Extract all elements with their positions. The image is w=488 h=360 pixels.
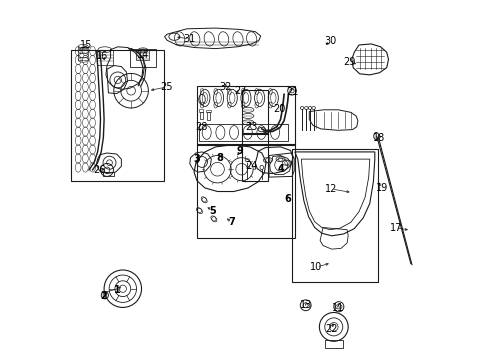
Bar: [241, 90, 267, 134]
Bar: [97, 50, 113, 65]
Bar: [103, 172, 114, 176]
Bar: [78, 47, 88, 60]
Text: 3: 3: [193, 154, 200, 164]
Text: 25: 25: [160, 82, 172, 92]
Text: 2: 2: [100, 291, 106, 301]
Text: 8: 8: [216, 153, 223, 163]
Text: 22: 22: [325, 324, 337, 334]
Text: 14: 14: [137, 50, 149, 60]
Text: 9: 9: [236, 146, 243, 156]
Text: 13: 13: [300, 300, 312, 310]
Bar: [241, 133, 267, 181]
Text: 15: 15: [80, 40, 92, 50]
Text: 11: 11: [331, 303, 344, 313]
Text: 10: 10: [310, 262, 322, 272]
Text: 28: 28: [195, 122, 207, 132]
Bar: [71, 50, 163, 181]
Text: 6: 6: [284, 194, 290, 204]
Bar: [130, 49, 155, 67]
Text: 24: 24: [245, 161, 257, 171]
Text: 26: 26: [93, 165, 106, 175]
Text: 1: 1: [114, 285, 121, 295]
Text: 12: 12: [325, 184, 337, 194]
Bar: [324, 340, 342, 348]
Bar: [199, 124, 287, 141]
Text: 29: 29: [343, 57, 355, 67]
Bar: [197, 144, 294, 238]
Bar: [291, 149, 377, 282]
Text: 19: 19: [375, 183, 387, 193]
Bar: [199, 109, 203, 112]
Text: 21: 21: [285, 87, 298, 97]
Text: 23: 23: [245, 122, 257, 132]
Bar: [206, 112, 209, 120]
Text: 7: 7: [228, 217, 235, 228]
Text: 4: 4: [277, 164, 284, 174]
Text: 16: 16: [96, 51, 108, 61]
Text: 31: 31: [183, 34, 196, 44]
Bar: [136, 50, 149, 60]
Bar: [197, 86, 294, 145]
Text: 5: 5: [209, 206, 216, 216]
Text: 32: 32: [219, 82, 231, 92]
Text: 17: 17: [389, 222, 401, 233]
Bar: [200, 112, 203, 119]
Text: 20: 20: [273, 104, 285, 114]
Text: 18: 18: [373, 132, 385, 143]
Text: 30: 30: [324, 36, 336, 46]
Bar: [206, 110, 210, 112]
Text: 27: 27: [233, 86, 246, 96]
